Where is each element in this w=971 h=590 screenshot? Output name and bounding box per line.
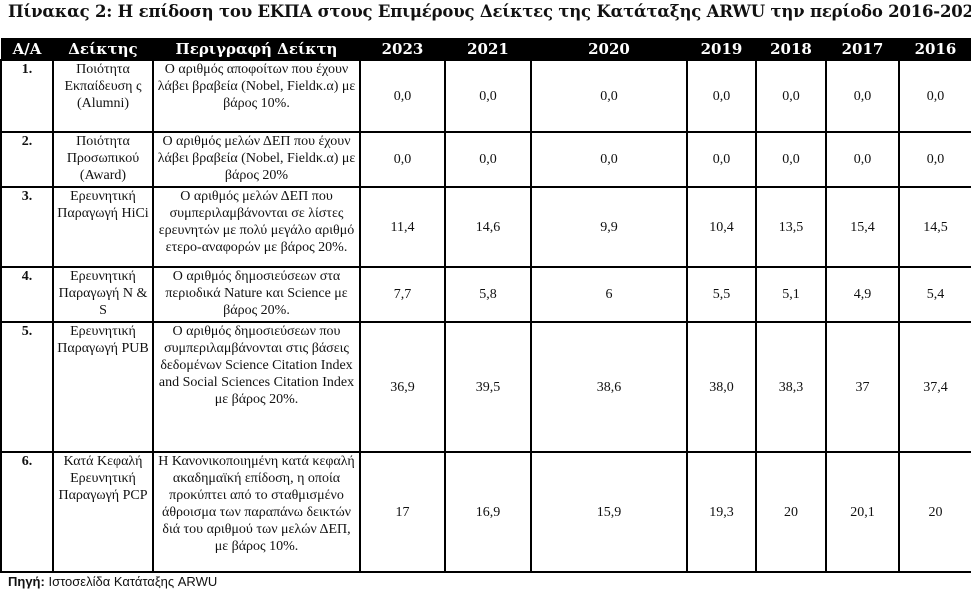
- value-cell-2021: 0,0: [444, 59, 532, 133]
- row-number: 3.: [0, 186, 54, 268]
- value-cell-2021: 0,0: [444, 131, 532, 188]
- value-cell-2021: 16,9: [444, 451, 532, 573]
- value-cell-2016: 37,4: [898, 321, 971, 453]
- column-header: 2016: [898, 38, 971, 61]
- table-row: 6. Κατά Κεφαλή Ερευνητική Παραγωγή PCP Η Κ…: [0, 451, 971, 573]
- value-cell-2017: 4,9: [825, 266, 900, 323]
- table-row: 3. Ερευνητική Παραγωγή HiCi Ο αριθμός μελώ…: [0, 186, 971, 268]
- value-cell-2018: 5,1: [755, 266, 827, 323]
- value-cell-2020: 38,6: [530, 321, 688, 453]
- indicator-description: Ο αριθμός δημοσιεύσεων που συμπεριλαμβάν…: [152, 321, 361, 453]
- indicator-name: Ερευνητική Παραγωγή HiCi: [52, 186, 154, 268]
- value-cell-2018: 13,5: [755, 186, 827, 268]
- value-cell-2016: 20: [898, 451, 971, 573]
- value-cell-2018: 20: [755, 451, 827, 573]
- column-header: 2018: [755, 38, 827, 61]
- value-cell-2023: 36,9: [359, 321, 446, 453]
- value-cell-2016: 14,5: [898, 186, 971, 268]
- table-row: 1. Ποιότητα Εκπαίδευση ς (Alumni) Ο αριθμό…: [0, 59, 971, 133]
- value-cell-2019: 0,0: [686, 59, 757, 133]
- value-cell-2016: 0,0: [898, 59, 971, 133]
- indicator-description: Η Κανονικοποιημένη κατά κεφαλή ακαδημαϊκ…: [152, 451, 361, 573]
- indicator-description: Ο αριθμός αποφοίτων που έχουν λάβει βραβ…: [152, 59, 361, 133]
- value-cell-2023: 17: [359, 451, 446, 573]
- indicator-description: Ο αριθμός μελών ΔΕΠ που συμπεριλαμβάνοντ…: [152, 186, 361, 268]
- value-cell-2020: 6: [530, 266, 688, 323]
- value-cell-2021: 39,5: [444, 321, 532, 453]
- column-header: Δείκτης: [52, 38, 154, 61]
- value-cell-2020: 15,9: [530, 451, 688, 573]
- value-cell-2021: 14,6: [444, 186, 532, 268]
- source-text: Ιστοσελίδα Κατάταξης ARWU: [48, 574, 218, 589]
- value-cell-2018: 0,0: [755, 131, 827, 188]
- value-cell-2020: 9,9: [530, 186, 688, 268]
- value-cell-2018: 0,0: [755, 59, 827, 133]
- value-cell-2021: 5,8: [444, 266, 532, 323]
- row-number: 1.: [0, 59, 54, 133]
- indicator-description: Ο αριθμός δημοσιεύσεων στα περιοδικά Nat…: [152, 266, 361, 323]
- indicator-name: Ερευνητική Παραγωγή PUB: [52, 321, 154, 453]
- column-header: Περιγραφή Δείκτη: [152, 38, 361, 61]
- source-label: Πηγή:: [8, 574, 45, 589]
- column-header: 2020: [530, 38, 688, 61]
- row-number: 5.: [0, 321, 54, 453]
- value-cell-2019: 19,3: [686, 451, 757, 573]
- value-cell-2020: 0,0: [530, 131, 688, 188]
- column-header: 2023: [359, 38, 446, 61]
- value-cell-2016: 5,4: [898, 266, 971, 323]
- row-number: 4.: [0, 266, 54, 323]
- row-number: 2.: [0, 131, 54, 188]
- column-header: 2021: [444, 38, 532, 61]
- value-cell-2019: 0,0: [686, 131, 757, 188]
- value-cell-2023: 7,7: [359, 266, 446, 323]
- value-cell-2018: 38,3: [755, 321, 827, 453]
- source-note: Πηγή: Ιστοσελίδα Κατάταξης ARWU: [8, 574, 217, 589]
- value-cell-2019: 5,5: [686, 266, 757, 323]
- column-header: 2019: [686, 38, 757, 61]
- row-number: 6.: [0, 451, 54, 573]
- column-header: 2017: [825, 38, 900, 61]
- header-row: Α/Α Δείκτης Περιγραφή Δείκτη 2023 2021 2…: [0, 38, 971, 61]
- value-cell-2023: 0,0: [359, 59, 446, 133]
- indicator-name: Ερευνητική Παραγωγή N & S: [52, 266, 154, 323]
- value-cell-2019: 10,4: [686, 186, 757, 268]
- indicator-name: Ποιότητα Εκπαίδευση ς (Alumni): [52, 59, 154, 133]
- indicator-name: Ποιότητα Προσωπικού (Award): [52, 131, 154, 188]
- value-cell-2016: 0,0: [898, 131, 971, 188]
- value-cell-2023: 11,4: [359, 186, 446, 268]
- arwu-table: Α/Α Δείκτης Περιγραφή Δείκτη 2023 2021 2…: [0, 38, 971, 573]
- value-cell-2017: 20,1: [825, 451, 900, 573]
- indicator-name: Κατά Κεφαλή Ερευνητική Παραγωγή PCP: [52, 451, 154, 573]
- value-cell-2017: 0,0: [825, 59, 900, 133]
- table-row: 5. Ερευνητική Παραγωγή PUB Ο αριθμός δημοσ…: [0, 321, 971, 453]
- value-cell-2019: 38,0: [686, 321, 757, 453]
- value-cell-2020: 0,0: [530, 59, 688, 133]
- value-cell-2017: 0,0: [825, 131, 900, 188]
- column-header: Α/Α: [0, 38, 54, 61]
- indicator-description: Ο αριθμός μελών ΔΕΠ που έχουν λάβει βραβ…: [152, 131, 361, 188]
- table-title: Πίνακας 2: Η επίδοση του ΕΚΠΑ στους Επιμ…: [8, 2, 971, 21]
- value-cell-2017: 15,4: [825, 186, 900, 268]
- value-cell-2017: 37: [825, 321, 900, 453]
- table-row: 2. Ποιότητα Προσωπικού (Award) Ο αριθμός μ…: [0, 131, 971, 188]
- value-cell-2023: 0,0: [359, 131, 446, 188]
